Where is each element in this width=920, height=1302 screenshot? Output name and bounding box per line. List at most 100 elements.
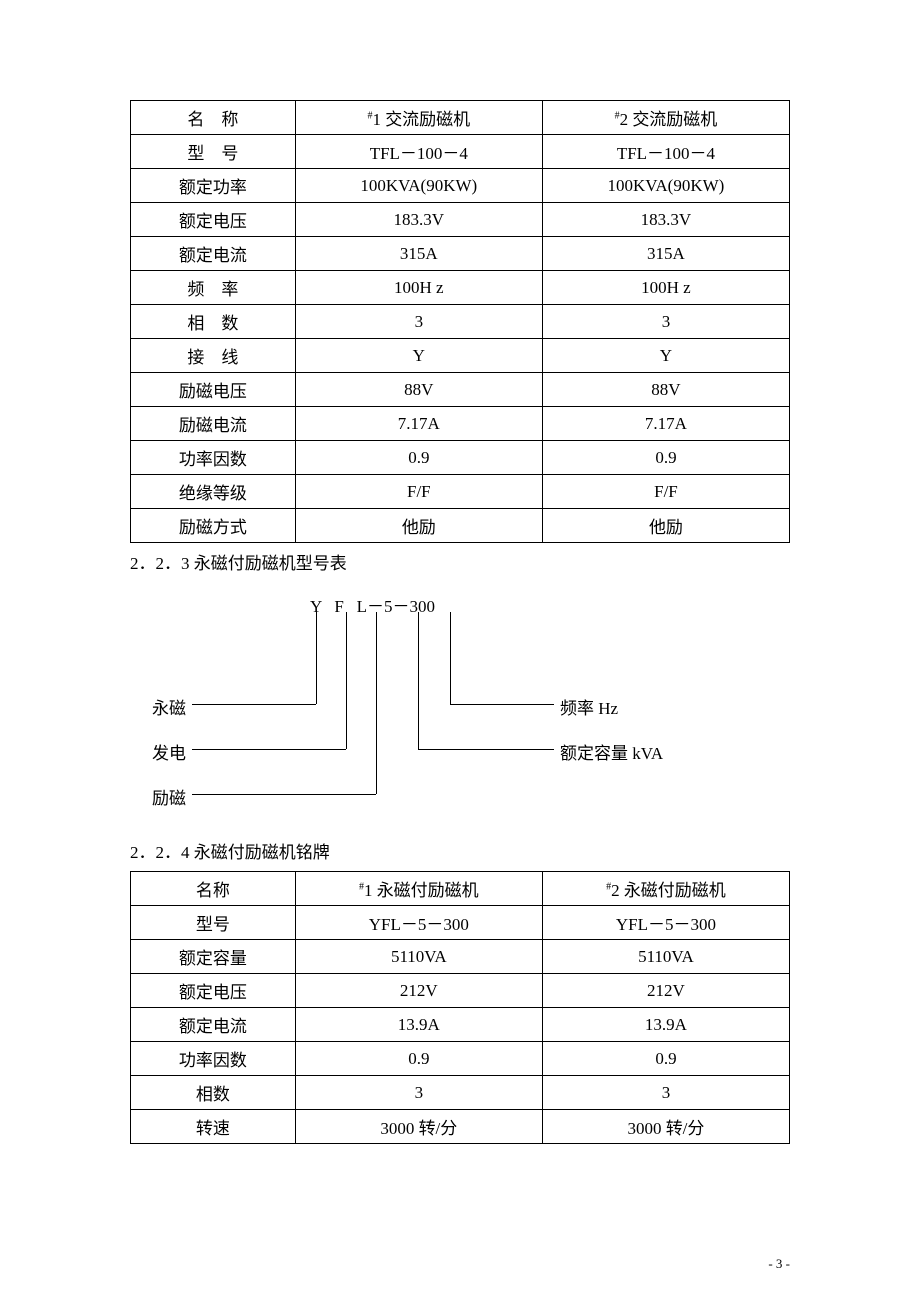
row-label: 额定容量 bbox=[131, 940, 296, 974]
vline-300 bbox=[450, 612, 451, 704]
row-value-1: F/F bbox=[295, 475, 542, 509]
table-row: 型号YFL－5－300YFL－5－300 bbox=[131, 906, 790, 940]
table-row: 额定电流315A315A bbox=[131, 237, 790, 271]
row-value-1: 7.17A bbox=[295, 407, 542, 441]
vline-y bbox=[316, 612, 317, 704]
row-label: 功率因数 bbox=[131, 441, 296, 475]
row-label: 额定电压 bbox=[131, 974, 296, 1008]
hline-perm bbox=[192, 704, 316, 705]
row-label: 额定电流 bbox=[131, 237, 296, 271]
row-value-2: 3 bbox=[542, 305, 789, 339]
row-value-1: 88V bbox=[295, 373, 542, 407]
row-value-1: TFL－100－4 bbox=[295, 135, 542, 169]
table-row: 相 数33 bbox=[131, 305, 790, 339]
row-value-2: 7.17A bbox=[542, 407, 789, 441]
row-label: 绝缘等级 bbox=[131, 475, 296, 509]
table-row: 励磁电压88V88V bbox=[131, 373, 790, 407]
row-value-2: 100H z bbox=[542, 271, 789, 305]
table-row: 名 称#1 交流励磁机#2 交流励磁机 bbox=[131, 101, 790, 135]
row-value-2: 13.9A bbox=[542, 1008, 789, 1042]
table-exciter: 名 称#1 交流励磁机#2 交流励磁机型 号TFL－100－4TFL－100－4… bbox=[130, 100, 790, 543]
row-value-2: 3000 转/分 bbox=[542, 1110, 789, 1144]
table-row: 转速3000 转/分3000 转/分 bbox=[131, 1110, 790, 1144]
row-label: 型 号 bbox=[131, 135, 296, 169]
row-label: 接 线 bbox=[131, 339, 296, 373]
hline-gen bbox=[192, 749, 346, 750]
row-label: 名 称 bbox=[131, 101, 296, 135]
row-label: 频 率 bbox=[131, 271, 296, 305]
row-value-2: 315A bbox=[542, 237, 789, 271]
table-row: 接 线YY bbox=[131, 339, 790, 373]
row-value-1: 100H z bbox=[295, 271, 542, 305]
table-row: 功率因数0.90.9 bbox=[131, 1042, 790, 1076]
row-value-2: F/F bbox=[542, 475, 789, 509]
row-value-2: 212V bbox=[542, 974, 789, 1008]
table-row: 频 率100H z100H z bbox=[131, 271, 790, 305]
row-value-1: 183.3V bbox=[295, 203, 542, 237]
row-value-2: 3 bbox=[542, 1076, 789, 1110]
hline-freq bbox=[450, 704, 554, 705]
table-row: 励磁方式他励他励 bbox=[131, 509, 790, 543]
row-value-2: 100KVA(90KW) bbox=[542, 169, 789, 203]
row-value-2: 他励 bbox=[542, 509, 789, 543]
table-row: 相数33 bbox=[131, 1076, 790, 1110]
row-value-2: 0.9 bbox=[542, 441, 789, 475]
vline-l bbox=[376, 612, 377, 794]
model-code-diagram: Y F L－5－300永磁发电励磁频率 Hz额定容量 kVA bbox=[130, 582, 790, 832]
row-value-1: YFL－5－300 bbox=[295, 906, 542, 940]
row-label: 额定功率 bbox=[131, 169, 296, 203]
page: 名 称#1 交流励磁机#2 交流励磁机型 号TFL－100－4TFL－100－4… bbox=[0, 0, 920, 1302]
row-value-2: 88V bbox=[542, 373, 789, 407]
row-value-2: 183.3V bbox=[542, 203, 789, 237]
row-value-1: 3 bbox=[295, 305, 542, 339]
row-label: 相数 bbox=[131, 1076, 296, 1110]
hline-cap bbox=[418, 749, 554, 750]
row-value-2: 0.9 bbox=[542, 1042, 789, 1076]
row-value-1: 0.9 bbox=[295, 1042, 542, 1076]
row-label: 相 数 bbox=[131, 305, 296, 339]
row-value-2: TFL－100－4 bbox=[542, 135, 789, 169]
label-perm-magnet: 永磁 bbox=[152, 694, 186, 719]
row-label: 励磁电压 bbox=[131, 373, 296, 407]
label-excitation: 励磁 bbox=[152, 784, 186, 809]
heading-223: 2．2．3 永磁付励磁机型号表 bbox=[130, 549, 790, 574]
table-row: 名称#1 永磁付励磁机#2 永磁付励磁机 bbox=[131, 872, 790, 906]
table-row: 功率因数0.90.9 bbox=[131, 441, 790, 475]
row-label: 型号 bbox=[131, 906, 296, 940]
row-value-1: #1 永磁付励磁机 bbox=[295, 872, 542, 906]
row-label: 额定电流 bbox=[131, 1008, 296, 1042]
row-value-2: #2 交流励磁机 bbox=[542, 101, 789, 135]
table-row: 额定容量5110VA5110VA bbox=[131, 940, 790, 974]
row-label: 励磁电流 bbox=[131, 407, 296, 441]
table-row: 绝缘等级F/FF/F bbox=[131, 475, 790, 509]
heading-224: 2．2．4 永磁付励磁机铭牌 bbox=[130, 838, 790, 863]
row-value-1: 3000 转/分 bbox=[295, 1110, 542, 1144]
row-value-1: 他励 bbox=[295, 509, 542, 543]
row-value-1: 5110VA bbox=[295, 940, 542, 974]
table-row: 额定功率100KVA(90KW)100KVA(90KW) bbox=[131, 169, 790, 203]
row-value-1: 3 bbox=[295, 1076, 542, 1110]
hline-exc bbox=[192, 794, 376, 795]
row-label: 额定电压 bbox=[131, 203, 296, 237]
row-value-1: Y bbox=[295, 339, 542, 373]
row-value-2: YFL－5－300 bbox=[542, 906, 789, 940]
label-frequency: 频率 Hz bbox=[560, 694, 618, 719]
table-row: 额定电流13.9A13.9A bbox=[131, 1008, 790, 1042]
row-value-1: 315A bbox=[295, 237, 542, 271]
table-perm-magnet-exciter: 名称#1 永磁付励磁机#2 永磁付励磁机型号YFL－5－300YFL－5－300… bbox=[130, 871, 790, 1144]
row-value-1: 13.9A bbox=[295, 1008, 542, 1042]
row-label: 励磁方式 bbox=[131, 509, 296, 543]
row-label: 功率因数 bbox=[131, 1042, 296, 1076]
vline-f bbox=[346, 612, 347, 749]
label-generation: 发电 bbox=[152, 739, 186, 764]
table-row: 型 号TFL－100－4TFL－100－4 bbox=[131, 135, 790, 169]
row-label: 名称 bbox=[131, 872, 296, 906]
row-value-1: #1 交流励磁机 bbox=[295, 101, 542, 135]
table-row: 励磁电流7.17A7.17A bbox=[131, 407, 790, 441]
label-capacity: 额定容量 kVA bbox=[560, 739, 663, 764]
row-label: 转速 bbox=[131, 1110, 296, 1144]
row-value-1: 100KVA(90KW) bbox=[295, 169, 542, 203]
vline-5 bbox=[418, 612, 419, 749]
row-value-1: 0.9 bbox=[295, 441, 542, 475]
page-number: - 3 - bbox=[768, 1256, 790, 1272]
